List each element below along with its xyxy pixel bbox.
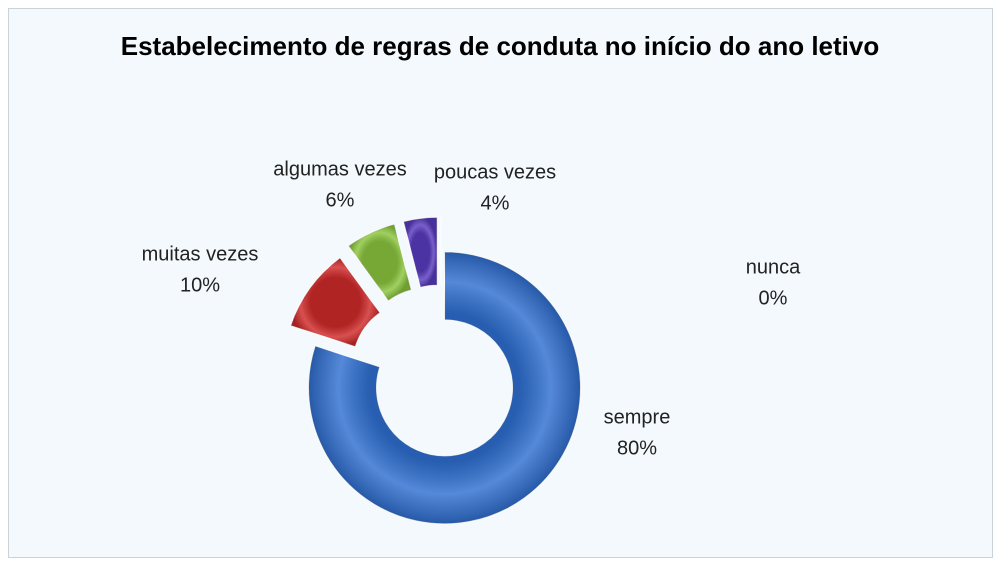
data-label-value: 6% — [326, 189, 355, 211]
data-label-value: 4% — [481, 192, 510, 214]
data-label-name: sempre — [604, 406, 671, 428]
data-label-name: poucas vezes — [434, 161, 556, 183]
data-label-name: algumas vezes — [273, 158, 406, 180]
data-label-value: 0% — [759, 287, 788, 309]
data-label-value: 80% — [617, 437, 657, 459]
data-label-name: nunca — [746, 256, 801, 278]
data-label-value: 10% — [180, 274, 220, 296]
chart-title: Estabelecimento de regras de conduta no … — [120, 31, 880, 61]
donut-segment — [402, 216, 438, 288]
data-label-name: muitas vezes — [142, 243, 259, 265]
